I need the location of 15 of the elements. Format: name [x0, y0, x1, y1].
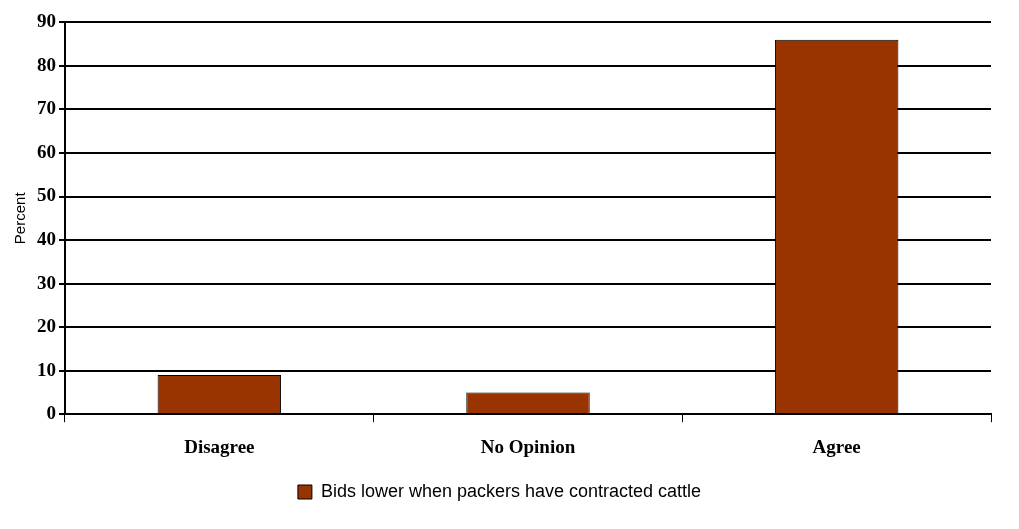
x-tick-label: No Opinion — [480, 435, 576, 457]
y-tick-label: 0 — [46, 402, 56, 424]
y-tick-label: 20 — [37, 315, 56, 337]
x-tick-label: Disagree — [184, 435, 255, 457]
y-tick-label: 70 — [37, 97, 56, 119]
y-tick-label: 90 — [37, 10, 56, 32]
y-tick-label: 30 — [37, 271, 56, 293]
legend-label: Bids lower when packers have contracted cattle — [320, 480, 702, 501]
y-tick-label: 50 — [37, 184, 56, 206]
y-tick-label: 10 — [37, 358, 56, 380]
y-tick-label: 40 — [37, 227, 56, 249]
y-axis-title: Percent — [11, 191, 29, 245]
y-tick-label: 80 — [37, 53, 56, 75]
x-tick-label: Agree — [812, 435, 861, 457]
y-tick-label: 60 — [37, 140, 56, 162]
